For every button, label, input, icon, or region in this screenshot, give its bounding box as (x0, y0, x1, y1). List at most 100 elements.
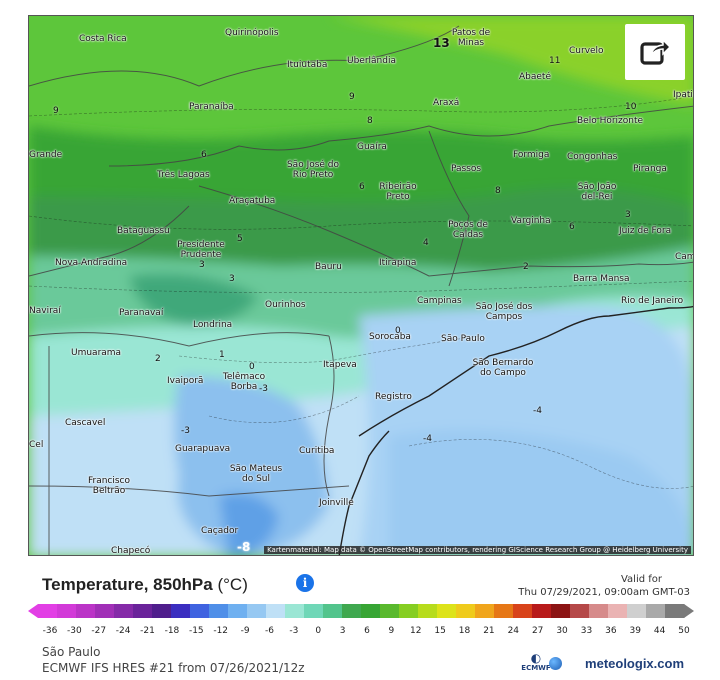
valid-time: Thu 07/29/2021, 09:00am GMT-03 (518, 587, 690, 598)
scale-tick-label: -21 (140, 626, 155, 636)
city-label: Araçatuba (229, 196, 276, 206)
scale-tick-label: 36 (605, 626, 617, 636)
scale-tick-label: 33 (580, 626, 593, 636)
city-label: Belo Horizonte (577, 116, 644, 126)
scale-tick-label: 6 (364, 626, 370, 636)
city-label: Juiz de Fora (619, 226, 672, 236)
isotherm-label: 2 (155, 354, 161, 364)
isotherm-label: 10 (625, 102, 637, 112)
city-label: Patos de Minas (451, 28, 491, 48)
scale-tick-label: 3 (339, 626, 346, 636)
city-label: Costa Rica (79, 34, 127, 44)
scale-tick-label: 27 (531, 626, 544, 636)
scale-swatch (57, 604, 77, 618)
city-label: Piranga (633, 164, 667, 174)
scale-swatch (171, 604, 191, 618)
scale-tick-label: 44 (653, 626, 666, 636)
isotherm-label: -4 (423, 434, 432, 444)
share-button[interactable] (625, 24, 685, 80)
scale-swatch (95, 604, 115, 618)
isotherm-label: 4 (423, 238, 429, 248)
scale-arrow-right (684, 604, 694, 618)
isotherm-label: 6 (359, 182, 365, 192)
scale-swatch (437, 604, 457, 618)
isotherm-label: 13 (433, 36, 450, 50)
city-label: Chapecó (111, 546, 151, 556)
city-label: Cascavel (65, 418, 106, 428)
scale-swatch (627, 604, 647, 618)
city-label: Bauru (315, 262, 342, 272)
scale-swatch (551, 604, 571, 618)
location-label: São Paulo (42, 645, 101, 659)
info-icon[interactable]: i (296, 574, 314, 592)
color-scale-ticks: -36 -30 -27 -24 -21 -18 -15 -12 -9 -6 -3 0 3 6 9 12 15 18… (28, 626, 694, 638)
city-label: São Bernardo do Campo (472, 358, 534, 378)
city-label: Formiga (513, 150, 550, 160)
isotherm-label: 6 (569, 222, 575, 232)
scale-tick-label: 18 (458, 626, 471, 636)
city-label: Paranaíba (189, 102, 234, 112)
city-label: Nova Andradina (55, 258, 128, 268)
city-label: Bataguassu (117, 226, 170, 236)
city-label: Poços de Caldas (448, 220, 488, 240)
ecmwf-logo-label: ECMWF (521, 664, 551, 672)
city-label: Rio de Janeiro (621, 296, 684, 306)
city-label: São Paulo (441, 334, 485, 344)
isotherm-label: 8 (367, 116, 373, 126)
isotherm-label: 8 (495, 186, 501, 196)
globe-icon (549, 657, 562, 670)
scale-tick-label: 21 (483, 626, 495, 636)
isotherm-label: 1 (219, 350, 225, 360)
scale-tick-label: 50 (678, 626, 690, 636)
title-text: Temperature, 850hPa (42, 575, 213, 594)
scale-tick-label: -3 (289, 626, 299, 636)
valid-for-label: Valid for (620, 574, 662, 585)
city-label: Três Lagoas (157, 170, 210, 180)
scale-tick-label: 30 (556, 626, 568, 636)
city-label: Itirapina (379, 258, 417, 268)
scale-swatch (494, 604, 514, 618)
city-label: Ivaiporã (167, 376, 204, 386)
scale-tick-label: 24 (507, 626, 520, 636)
scale-swatch (665, 604, 685, 618)
city-label: Barra Mansa (573, 274, 630, 284)
scale-tick-label: -6 (264, 626, 274, 636)
weather-map[interactable]: Costa Rica Quirinópolis Patos de Minas C… (28, 15, 694, 556)
city-label: Registro (375, 392, 412, 402)
isotherm-label: 9 (53, 106, 59, 116)
scale-tick-label: -18 (164, 626, 180, 636)
scale-swatch (475, 604, 495, 618)
city-label: Guarapuava (175, 444, 231, 454)
meteologix-logo[interactable]: meteologix.com (585, 656, 684, 671)
city-label: Cel (29, 440, 44, 450)
city-label: Uberlândia (347, 56, 396, 66)
scale-arrow-left (28, 604, 38, 618)
scale-swatch (456, 604, 476, 618)
isotherm-label: -3 (259, 384, 268, 394)
isotherm-label: 11 (549, 56, 561, 66)
scale-swatch (247, 604, 267, 618)
city-label: Itapeva (323, 360, 357, 370)
city-label: Varginha (511, 216, 551, 226)
scale-tick-label: 0 (315, 626, 322, 636)
scale-swatch (570, 604, 590, 618)
share-icon (640, 38, 671, 65)
city-label: São Mateus do Sul (229, 464, 283, 484)
scale-tick-label: -30 (67, 626, 82, 636)
ecmwf-logo[interactable]: ◐ ECMWF (521, 652, 551, 678)
scale-tick-label: -36 (42, 626, 58, 636)
city-label: Caçador (201, 526, 239, 536)
scale-swatch (190, 604, 210, 618)
city-label: Presidente Prudente (177, 240, 225, 260)
city-label: Umuarama (71, 348, 122, 358)
scale-swatch (513, 604, 533, 618)
title-unit: (°C) (217, 575, 248, 594)
scale-swatch (76, 604, 96, 618)
isotherm-label: 0 (395, 326, 401, 336)
city-label: Joinville (319, 498, 354, 508)
scale-swatch (361, 604, 381, 618)
scale-swatch (646, 604, 666, 618)
scale-tick-label: -27 (91, 626, 107, 636)
isotherm-label: 2 (523, 262, 529, 272)
city-label: Guaíra (357, 142, 387, 152)
